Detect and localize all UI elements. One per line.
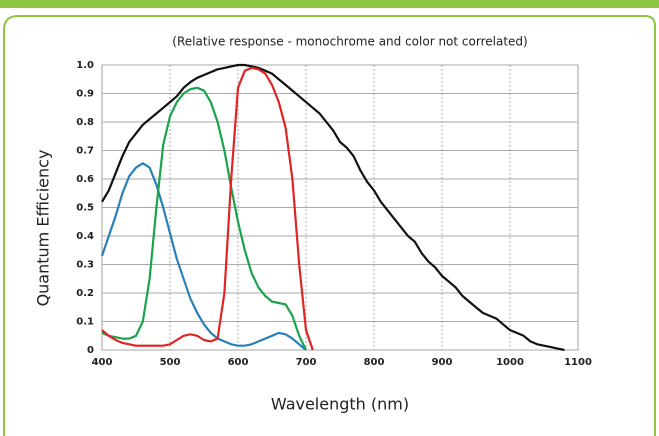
x-tick-label: 1000 [496, 357, 524, 368]
x-tick-label: 400 [92, 357, 113, 368]
y-tick-label: 1.0 [76, 60, 94, 71]
chart-title: (Relative response - monochrome and colo… [172, 35, 527, 49]
series-line [101, 63, 565, 352]
y-axis-label: Quantum Efficiency [34, 150, 53, 307]
y-tick-label: 0.4 [76, 231, 94, 242]
series-line [101, 86, 307, 351]
x-tick-label: 600 [228, 357, 249, 368]
x-tick-label: 500 [160, 357, 181, 368]
y-tick-label: 0.5 [76, 203, 94, 214]
panel-border [3, 15, 656, 436]
x-axis-label: Wavelength (nm) [271, 395, 409, 414]
y-tick-label: 0.1 [76, 317, 94, 328]
y-tick-label: 0.6 [76, 174, 94, 185]
x-tick-label: 1100 [564, 357, 592, 368]
y-tick-label: 0 [87, 345, 94, 356]
y-tick-label: 0.7 [76, 146, 94, 157]
y-tick-label: 0.8 [76, 117, 94, 128]
y-tick-label: 0.3 [76, 260, 94, 271]
x-tick-label: 700 [296, 357, 317, 368]
top-bar [0, 0, 659, 8]
y-tick-label: 0.2 [76, 288, 94, 299]
series-line [101, 66, 314, 351]
series-line [100, 162, 307, 351]
y-tick-label: 0.9 [76, 89, 94, 100]
x-tick-label: 800 [364, 357, 385, 368]
x-tick-label: 900 [432, 357, 453, 368]
